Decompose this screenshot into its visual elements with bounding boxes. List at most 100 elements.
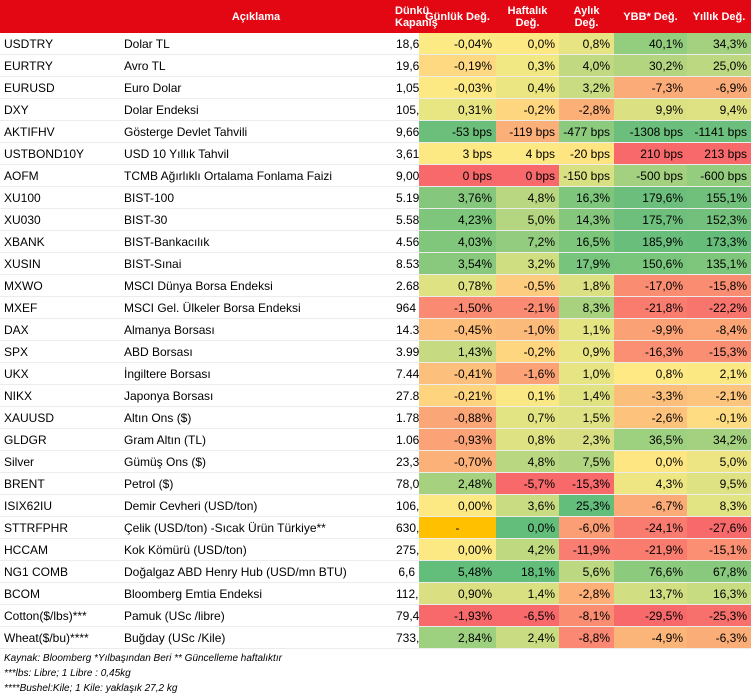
row-weekly-change: -0,2% bbox=[496, 340, 559, 363]
row-monthly-change: -150 bps bbox=[559, 164, 614, 187]
row-weekly-change: 0,8% bbox=[496, 428, 559, 451]
table-row: BRENT Petrol ($) 78,0 2,48% -5,7% -15,3% 4,3% 9… bbox=[0, 472, 751, 495]
row-ytd-change: -7,3% bbox=[614, 76, 687, 99]
row-daily-change: -0,03% bbox=[419, 76, 496, 99]
row-code: BRENT bbox=[0, 472, 120, 495]
row-code: MXEF bbox=[0, 296, 120, 319]
row-yearly-change: 152,3% bbox=[687, 208, 751, 231]
row-close: 27.842 bbox=[392, 384, 419, 407]
row-close: 1.068 bbox=[392, 428, 419, 451]
row-yearly-change: 67,8% bbox=[687, 560, 751, 583]
row-daily-change: -53 bps bbox=[419, 120, 496, 143]
row-daily-change: 4,03% bbox=[419, 230, 496, 253]
row-ytd-change: 0,8% bbox=[614, 362, 687, 385]
row-close: 112,7 bbox=[392, 582, 419, 605]
row-close: 1,0537 bbox=[392, 76, 419, 99]
row-daily-change: -0,45% bbox=[419, 318, 496, 341]
row-ytd-change: 150,6% bbox=[614, 252, 687, 275]
row-description: BIST-30 bbox=[120, 208, 392, 231]
row-yearly-change: -15,8% bbox=[687, 274, 751, 297]
row-weekly-change: 18,1% bbox=[496, 560, 559, 583]
row-monthly-change: -6,0% bbox=[559, 516, 614, 539]
row-description: ABD Borsası bbox=[120, 340, 392, 363]
row-yearly-change: -6,3% bbox=[687, 626, 751, 649]
row-monthly-change: 1,4% bbox=[559, 384, 614, 407]
table-row: XUSINBIST-Sınai8.530,443,54%3,2%17,9%150… bbox=[0, 252, 751, 275]
row-description: Gösterge Devlet Tahvili bbox=[120, 120, 392, 143]
row-close: 6,6 bbox=[392, 560, 419, 583]
table-row: NG1 COMB Doğalgaz ABD Henry Hub (USD/mn B… bbox=[0, 560, 751, 583]
row-monthly-change: 25,3% bbox=[559, 494, 614, 517]
row-monthly-change: -477 bps bbox=[559, 120, 614, 143]
row-yearly-change: 2,1% bbox=[687, 362, 751, 385]
row-monthly-change: 14,3% bbox=[559, 208, 614, 231]
row-ytd-change: -6,7% bbox=[614, 494, 687, 517]
row-ytd-change: 0,0% bbox=[614, 450, 687, 473]
row-yearly-change: 9,5% bbox=[687, 472, 751, 495]
row-weekly-change: 0,4% bbox=[496, 76, 559, 99]
row-ytd-change: -3,3% bbox=[614, 384, 687, 407]
row-ytd-change: 4,3% bbox=[614, 472, 687, 495]
row-daily-change: -0,04% bbox=[419, 33, 496, 55]
row-description: Buğday (USc /Kile) bbox=[120, 626, 392, 649]
row-weekly-change: 0 bps bbox=[496, 164, 559, 187]
row-monthly-change: 1,1% bbox=[559, 318, 614, 341]
row-weekly-change: -119 bps bbox=[496, 120, 559, 143]
row-code: Wheat($/bu)**** bbox=[0, 626, 120, 649]
row-ytd-change: -21,9% bbox=[614, 538, 687, 561]
row-daily-change: 3,76% bbox=[419, 186, 496, 209]
row-weekly-change: -1,0% bbox=[496, 318, 559, 341]
row-ytd-change: 210 bps bbox=[614, 142, 687, 165]
row-close: 8.530,44 bbox=[392, 252, 419, 275]
row-daily-change: -1,50% bbox=[419, 296, 496, 319]
row-code: NIKX bbox=[0, 384, 120, 407]
header-ytd: YBB* Değ. bbox=[614, 0, 687, 33]
row-monthly-change: 1,0% bbox=[559, 362, 614, 385]
footnote-lbs: ***lbs: Libre; 1 Libre : 0,45kg bbox=[4, 668, 131, 679]
row-monthly-change: 17,9% bbox=[559, 252, 614, 275]
row-monthly-change: 8,3% bbox=[559, 296, 614, 319]
row-ytd-change: -21,8% bbox=[614, 296, 687, 319]
table-row: XBANKBIST-Bankacılık4.561,804,03%7,2%16,… bbox=[0, 230, 751, 253]
row-daily-change: 4,23% bbox=[419, 208, 496, 231]
row-close: 733,0 bbox=[392, 626, 419, 649]
row-daily-change: 0,00% bbox=[419, 494, 496, 517]
row-daily-change: 0,90% bbox=[419, 582, 496, 605]
row-ytd-change: -24,1% bbox=[614, 516, 687, 539]
row-monthly-change: -20 bps bbox=[559, 142, 614, 165]
row-monthly-change: 1,5% bbox=[559, 406, 614, 429]
row-monthly-change: -2,8% bbox=[559, 98, 614, 121]
row-code: MXWO bbox=[0, 274, 120, 297]
row-close: 275,0 bbox=[392, 538, 419, 561]
row-code: SPX bbox=[0, 340, 120, 363]
row-monthly-change: -11,9% bbox=[559, 538, 614, 561]
row-code: UKX bbox=[0, 362, 120, 385]
row-weekly-change: -0,2% bbox=[496, 98, 559, 121]
row-monthly-change: 1,8% bbox=[559, 274, 614, 297]
row-weekly-change: 0,0% bbox=[496, 516, 559, 539]
row-close: 7.446 bbox=[392, 362, 419, 385]
row-ytd-change: -1308 bps bbox=[614, 120, 687, 143]
row-ytd-change: -29,5% bbox=[614, 604, 687, 627]
row-yearly-change: 8,3% bbox=[687, 494, 751, 517]
row-weekly-change: 4,8% bbox=[496, 450, 559, 473]
row-ytd-change: 9,9% bbox=[614, 98, 687, 121]
row-description: Altın Ons ($) bbox=[120, 406, 392, 429]
row-close: 79,4 bbox=[392, 604, 419, 627]
row-yearly-change: 34,3% bbox=[687, 33, 751, 55]
row-description: Gümüş Ons ($) bbox=[120, 450, 392, 473]
row-code: USDTRY bbox=[0, 33, 120, 55]
row-weekly-change: 0,3% bbox=[496, 54, 559, 77]
header-daily: Günlük Değ. bbox=[419, 0, 496, 33]
row-weekly-change: 0,7% bbox=[496, 406, 559, 429]
row-daily-change: -0,70% bbox=[419, 450, 496, 473]
row-yearly-change: 213 bps bbox=[687, 142, 751, 165]
